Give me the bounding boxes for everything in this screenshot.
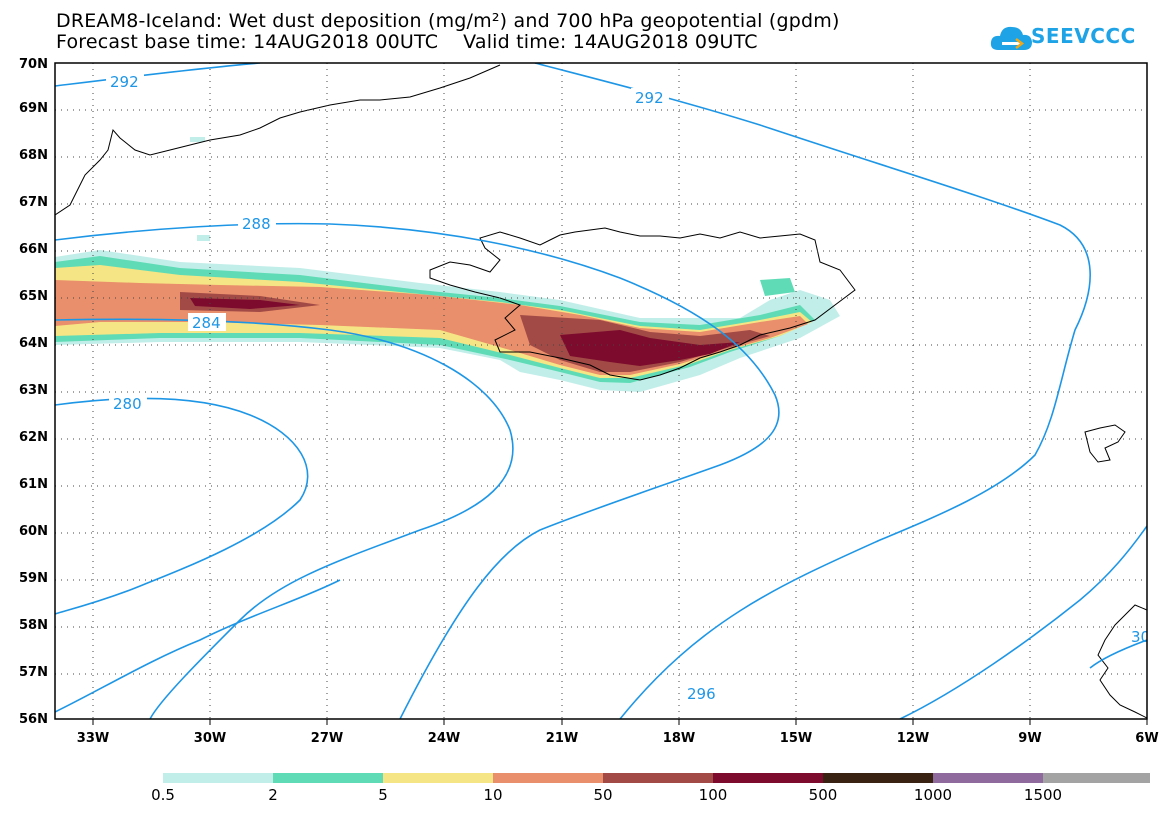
lat-label: 60N [19,524,48,539]
lat-label: 69N [19,101,48,116]
lon-label: 15W [780,731,812,746]
lon-label: 21W [546,731,578,746]
legend-swatch-1 [163,773,273,783]
legend-swatch-2 [273,773,383,783]
legend-swatch-6 [713,773,823,783]
iceland-coast [429,227,856,381]
faroe-islands [1084,424,1126,463]
contour-300 [1089,639,1147,669]
lat-label: 63N [19,383,48,398]
map-title: DREAM8-Iceland: Wet dust deposition (mg/… [56,10,840,32]
cloud-icon [990,26,1032,50]
legend-swatch-5 [603,773,713,783]
legend-label: 10 [483,786,503,804]
coastlines [55,64,1147,719]
lon-label: 33W [77,731,109,746]
legend-label: 500 [808,786,838,804]
contour-label-group: 292 292 288 284 280 296 30 [106,72,1150,703]
contour-label-292-left: 292 [110,73,139,91]
legend-swatch-3 [383,773,493,783]
legend-swatch-4 [493,773,603,783]
contour-label-284: 284 [192,314,221,332]
legend-label: 1000 [913,786,953,804]
lat-label: 67N [19,195,48,210]
contour-label-300-partial: 30 [1131,628,1150,646]
lat-label: 65N [19,289,48,304]
legend-label: 50 [593,786,613,804]
lat-label: 68N [19,148,48,163]
contour-label-280: 280 [113,395,142,413]
lat-label: 64N [19,336,48,351]
legend-label: 1500 [1023,786,1063,804]
legend-label: 5 [378,786,388,804]
contour-296 [899,525,1147,719]
lon-label: 24W [428,731,460,746]
contour-288 [55,222,780,719]
legend-label: 0.5 [151,786,175,804]
legend-swatch-7 [823,773,933,783]
lon-label: 6W [1135,731,1158,746]
scotland-coast [1097,604,1147,719]
contour-label-296: 296 [687,685,716,703]
latitude-labels: 56N 57N 58N 59N 60N 61N 62N 63N 64N 65N … [19,57,48,727]
lon-label: 18W [663,731,695,746]
contour-292 [534,63,1091,719]
map-frame [54,62,1148,720]
forecast-times: Forecast base time: 14AUG2018 00UTC Vali… [56,31,758,53]
legend-swatch-9 [1043,773,1150,783]
legend-label: 100 [698,786,728,804]
lat-label: 70N [19,57,48,72]
deposition-2-spot [760,278,795,296]
lat-label: 66N [19,242,48,257]
lat-label: 57N [19,665,48,680]
lon-label: 27W [311,731,343,746]
lat-label: 62N [19,430,48,445]
lat-label: 56N [19,712,48,727]
dust-plume [55,137,840,392]
lon-label: 12W [897,731,929,746]
legend-label: 2 [268,786,278,804]
greenland-coast [55,64,501,216]
graticule [55,63,1147,719]
legend-swatch-8 [933,773,1043,783]
longitude-labels: 33W 30W 27W 24W 21W 18W 15W 12W 9W 6W [77,731,1159,746]
contour-292 [55,63,261,87]
tick-marks [92,719,1148,725]
contour-284 [55,318,514,719]
contour-label-292: 292 [635,89,664,107]
lat-label: 58N [19,618,48,633]
contour-280 [55,397,309,615]
lon-label: 30W [194,731,226,746]
lat-label: 59N [19,571,48,586]
logo-text: SEEVCCC [1031,24,1136,48]
deposition-100-area [190,298,740,366]
contour-280b [55,579,341,713]
lon-label: 9W [1018,731,1041,746]
contour-label-288: 288 [242,215,271,233]
geopotential-contours [55,63,1147,719]
lat-label: 61N [19,477,48,492]
